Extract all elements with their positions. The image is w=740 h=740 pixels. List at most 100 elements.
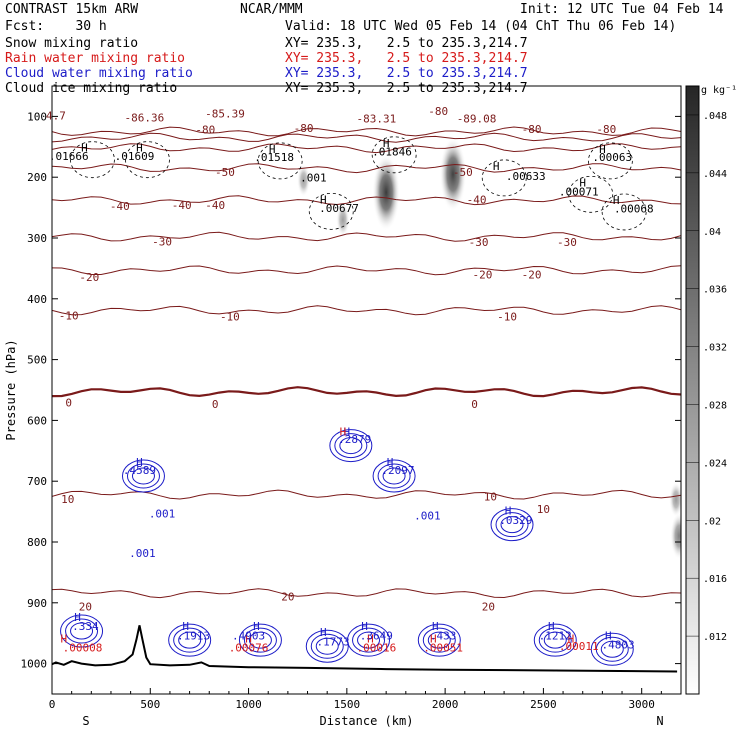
max-value-label-17: .001 [149, 508, 176, 521]
y-tick-label-700: 700 [27, 475, 47, 488]
isotherm-label-4: -80 [596, 123, 616, 136]
max-marker-22: H [60, 632, 67, 645]
max-value-label-10: .00071 [559, 185, 599, 198]
max-value-label-18: .2097 [381, 464, 414, 477]
south-end-label: S [82, 714, 89, 728]
isotherm-label-22: 0 [471, 398, 478, 411]
isotherm-label-5: -50 [215, 166, 235, 179]
cloud-water-contour-16-2 [310, 633, 344, 659]
cloud-water-contour-20-2 [595, 636, 629, 662]
max-value-label-20: .0329 [499, 514, 532, 527]
field-xy-cloudwater: XY= 235.3, 2.5 to 235.3,214.7 [285, 66, 528, 81]
max-value-label-12: .00677 [319, 202, 359, 215]
snow-ice-contour-0 [70, 141, 115, 179]
x-tick-label-1500: 1500 [334, 698, 361, 711]
max-marker-2: H [269, 143, 276, 156]
snow-ice-contour-4 [481, 159, 527, 197]
max-value-label-34: .00011 [559, 640, 599, 653]
snow-ice-contour-8 [308, 192, 354, 230]
mixing-ratio-shading [297, 137, 681, 560]
max-marker-4: H [493, 160, 500, 173]
model-title: CONTRAST 15km ARW [5, 2, 139, 17]
cloud-water-contour-17-2 [352, 627, 386, 653]
isotherm-label-3: -80 [522, 123, 542, 136]
isotherm-label-2: -80 [294, 122, 314, 135]
max-marker-14: H [182, 620, 189, 633]
field-xy-snow: XY= 235.3, 2.5 to 235.3,214.7 [285, 36, 528, 51]
cloud-water-contour-18-3 [417, 623, 461, 657]
isotherm--30 [52, 231, 681, 242]
x-tick-label-2000: 2000 [432, 698, 459, 711]
x-axis-title: Distance (km) [320, 714, 414, 728]
cloud-water-contour-18-2 [422, 627, 456, 653]
y-tick-label-300: 300 [27, 232, 47, 245]
max-marker-13: H [74, 611, 81, 624]
cloud-water-contour-15-3 [238, 623, 282, 657]
isotherm-label-12: -30 [469, 236, 489, 249]
colorbar-tick-label-9: .048 [703, 111, 727, 122]
max-marker-18: H [432, 620, 439, 633]
field-label-cloudice: Cloud ice mixing ratio [5, 81, 178, 96]
snow-ice-contour-5 [568, 175, 614, 213]
max-value-label-22: .334 [72, 620, 99, 633]
colorbar-tick-label-3: .024 [703, 458, 727, 469]
shaded-cell-2 [336, 202, 350, 237]
field-label-snow: Snow mixing ratio [5, 36, 139, 51]
max-value-label-26: .3649 [360, 629, 393, 642]
isotherm-label-13: -30 [557, 236, 577, 249]
isotherm-label-27: 20 [281, 590, 294, 603]
cloud-water-contour-9-3 [121, 459, 165, 493]
y-tick-label-400: 400 [27, 293, 47, 306]
max-value-label-29: .4803 [602, 638, 635, 651]
max-value-label-13: .001 [300, 171, 327, 184]
max-value-label-0: -85.39 [205, 108, 245, 121]
cloud-water-contour-11-3 [490, 508, 534, 542]
isotherm-label-25: 10 [537, 503, 550, 516]
colorbar-tick-label-0: .012 [703, 632, 727, 643]
hydrometeor-contours [60, 136, 647, 666]
max-value-label-9: .00063 [592, 151, 632, 164]
max-marker-25: H [430, 632, 437, 645]
isotherm-label-23: 10 [61, 493, 74, 506]
max-marker-12: H [344, 426, 351, 439]
max-marker-20: H [605, 629, 612, 642]
colorbar: .012 .016 .02 .024 .028 .032 .036 .04 .044 .048 g … [685, 85, 737, 695]
cloud-water-contour-16-1 [315, 637, 339, 655]
max-marker-10: H [387, 456, 394, 469]
y-tick-label-500: 500 [27, 354, 47, 367]
max-marker-8: H [320, 193, 327, 206]
max-marker-26: H [568, 632, 575, 645]
cloud-water-contour-14-1 [178, 631, 202, 649]
field-xy-cloudice: XY= 235.3, 2.5 to 235.3,214.7 [285, 81, 528, 96]
cloud-water-contour-9-2 [126, 463, 160, 489]
init-time: Init: 12 UTC Tue 04 Feb 14 [520, 2, 724, 17]
terrain-line [52, 625, 678, 673]
shaded-cell-1 [439, 137, 467, 212]
cloud-water-contour-20-1 [600, 640, 624, 658]
x-tick-label-3000: 3000 [628, 698, 655, 711]
isotherm--10 [52, 305, 681, 316]
isotherm-label-21: 0 [212, 398, 219, 411]
x-tick-label-500: 500 [140, 698, 160, 711]
colorbar-tick-label-6: .036 [703, 285, 727, 296]
max-value-label-32: .00016 [356, 641, 396, 654]
y-tick-label-100: 100 [27, 110, 47, 123]
max-value-label-8: .00633 [506, 170, 546, 183]
max-marker-6: H [599, 143, 606, 156]
isotherm--40 [52, 195, 681, 206]
max-value-label-19: .001 [414, 510, 441, 523]
y-tick-label-800: 800 [27, 536, 47, 549]
isotherm-label-10: -40 [467, 193, 487, 206]
isotherm-label-0: -80 [428, 105, 448, 118]
max-value-label-1: -86.36 [125, 111, 165, 124]
isotherm-label-15: -20 [473, 269, 493, 282]
cloud-water-contour-20-3 [590, 632, 634, 666]
shaded-cell-0 [372, 153, 400, 231]
colorbar-ramp [685, 85, 700, 695]
max-value-label-11: .00068 [614, 202, 654, 215]
y-axis-title: Pressure (hPa) [4, 339, 18, 440]
isotherm-label-14: -20 [79, 271, 99, 284]
field-xy-rain: XY= 235.3, 2.5 to 235.3,214.7 [285, 51, 528, 66]
y-tick-label-600: 600 [27, 414, 47, 427]
max-value-label-6: .01518 [254, 151, 294, 164]
